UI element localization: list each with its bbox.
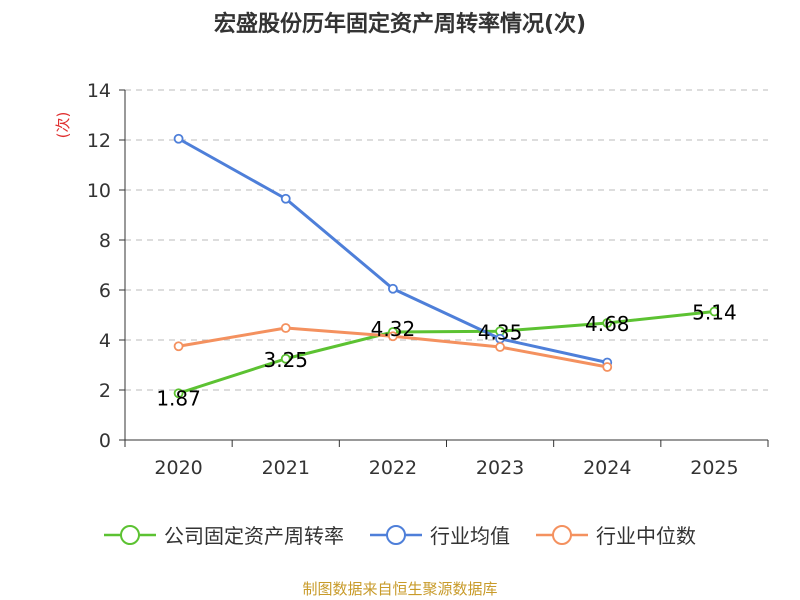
legend-marker-icon bbox=[104, 524, 156, 545]
legend-label: 公司固定资产周转率 bbox=[164, 524, 344, 548]
data-label: 1.87 bbox=[156, 386, 201, 410]
legend-item[interactable]: 行业均值 bbox=[370, 520, 510, 549]
series-lines bbox=[173, 133, 720, 399]
data-point bbox=[280, 353, 291, 364]
axes: 0 2 4 6 8 10 12 14 2020 2021 2022 2023 2024 2025 (次) bbox=[54, 80, 769, 479]
data-label: 4.68 bbox=[585, 312, 630, 336]
y-tick-label: 4 bbox=[99, 330, 111, 352]
y-tick-label: 6 bbox=[99, 280, 111, 302]
data-label: 5.14 bbox=[692, 301, 737, 325]
x-tick-label: 2020 bbox=[154, 457, 202, 479]
y-tick-label: 8 bbox=[99, 230, 111, 252]
data-point bbox=[709, 306, 720, 317]
y-tick-label: 14 bbox=[87, 80, 111, 102]
y-axis-label: (次) bbox=[54, 112, 72, 139]
data-label: 3.25 bbox=[263, 348, 308, 372]
x-tick-label: 2022 bbox=[369, 457, 417, 479]
data-point bbox=[173, 341, 184, 352]
x-tick-label: 2024 bbox=[583, 457, 631, 479]
series-line-0 bbox=[178, 310, 715, 395]
data-point bbox=[280, 193, 291, 204]
legend-label: 行业均值 bbox=[430, 524, 510, 548]
legend-marker-icon bbox=[536, 524, 588, 545]
source-note: 制图数据来自恒生聚源数据库 bbox=[302, 580, 498, 598]
legend-label: 行业中位数 bbox=[596, 524, 696, 548]
x-tick-label: 2025 bbox=[690, 457, 738, 479]
y-tick-label: 2 bbox=[99, 380, 111, 402]
data-point bbox=[280, 323, 291, 333]
legend-marker-icon bbox=[370, 524, 422, 545]
y-tick-label: 12 bbox=[87, 130, 111, 152]
data-labels: 1.87 3.25 4.32 4.35 4.68 5.14 bbox=[156, 301, 736, 411]
y-tick-label: 10 bbox=[87, 180, 111, 202]
data-point bbox=[602, 318, 613, 328]
data-point bbox=[495, 342, 505, 352]
legend-item[interactable]: 公司固定资产周转率 bbox=[104, 520, 344, 549]
data-point bbox=[173, 133, 184, 144]
x-tick-label: 2021 bbox=[262, 457, 310, 479]
data-point bbox=[602, 362, 613, 372]
data-point bbox=[388, 283, 398, 294]
y-tick-label: 0 bbox=[99, 430, 111, 452]
legend: 公司固定资产周转率 行业均值 行业中位数 bbox=[0, 520, 800, 549]
gridlines bbox=[125, 89, 768, 391]
data-point bbox=[173, 388, 184, 399]
chart-title: 宏盛股份历年固定资产周转率情况(次) bbox=[213, 12, 587, 37]
data-label: 4.35 bbox=[478, 320, 523, 344]
x-tick-label: 2023 bbox=[476, 457, 524, 479]
data-point bbox=[388, 331, 398, 342]
data-label: 4.32 bbox=[371, 317, 416, 341]
legend-item[interactable]: 行业中位数 bbox=[536, 520, 696, 549]
